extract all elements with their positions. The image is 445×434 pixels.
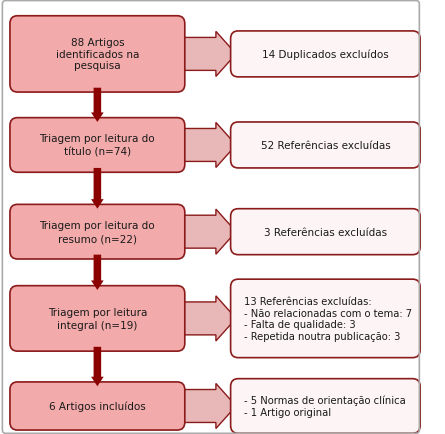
FancyArrow shape <box>91 347 104 386</box>
FancyBboxPatch shape <box>231 209 420 255</box>
Text: título (n=74): título (n=74) <box>64 147 131 157</box>
FancyBboxPatch shape <box>10 382 185 430</box>
Polygon shape <box>179 32 236 77</box>
Text: Triagem por leitura do: Triagem por leitura do <box>40 134 155 144</box>
Text: - 5 Normas de orientação clínica
- 1 Artigo original: - 5 Normas de orientação clínica - 1 Art… <box>244 395 406 417</box>
Text: resumo (n=22): resumo (n=22) <box>58 233 137 243</box>
FancyBboxPatch shape <box>231 379 420 433</box>
FancyBboxPatch shape <box>10 205 185 260</box>
Polygon shape <box>179 123 236 168</box>
FancyBboxPatch shape <box>10 118 185 173</box>
FancyArrow shape <box>91 168 104 209</box>
Text: Triagem por leitura: Triagem por leitura <box>48 307 147 317</box>
FancyBboxPatch shape <box>231 279 420 358</box>
FancyBboxPatch shape <box>10 286 185 352</box>
Text: 6 Artigos incluídos: 6 Artigos incluídos <box>49 401 146 411</box>
Text: integral (n=19): integral (n=19) <box>57 320 138 330</box>
Polygon shape <box>179 210 236 255</box>
Text: Triagem por leitura do: Triagem por leitura do <box>40 220 155 230</box>
Polygon shape <box>179 384 236 428</box>
FancyBboxPatch shape <box>231 32 420 78</box>
Text: 14 Duplicados excluídos: 14 Duplicados excluídos <box>262 49 389 60</box>
FancyBboxPatch shape <box>231 123 420 168</box>
FancyArrow shape <box>91 89 104 123</box>
Polygon shape <box>179 296 236 341</box>
Text: 52 Referências excluídas: 52 Referências excluídas <box>260 141 390 151</box>
FancyArrow shape <box>91 255 104 290</box>
Text: 88 Artigos
identificados na
pesquisa: 88 Artigos identificados na pesquisa <box>56 38 139 71</box>
Text: 3 Referências excluídas: 3 Referências excluídas <box>264 227 387 237</box>
Text: 13 Referências excluídas:
- Não relacionadas com o tema: 7
- Falta de qualidade:: 13 Referências excluídas: - Não relacion… <box>244 296 413 341</box>
FancyBboxPatch shape <box>10 16 185 93</box>
